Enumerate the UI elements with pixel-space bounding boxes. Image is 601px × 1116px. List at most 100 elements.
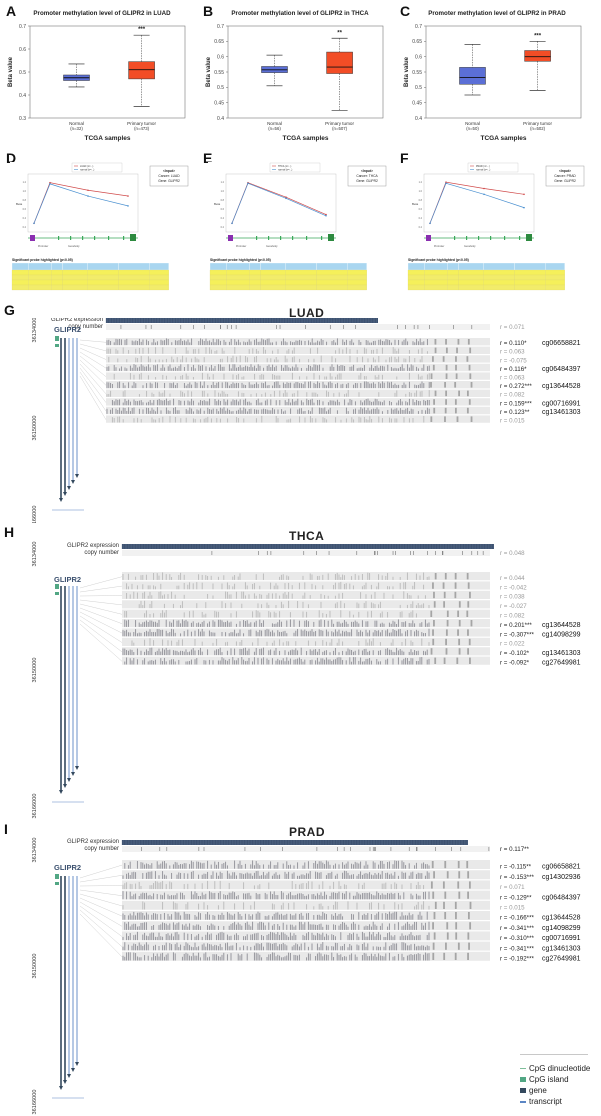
cpg-island-mark	[55, 882, 59, 885]
mini-series-point	[483, 193, 485, 196]
correlation-label: r = 0.123**	[500, 409, 530, 416]
y-tick-label: 0.5	[217, 85, 224, 91]
probe-id-label: cg06484397	[542, 366, 581, 373]
mini-table-cell	[458, 269, 484, 276]
copy-number-label: copy number	[84, 550, 119, 556]
mini-series-line-1	[429, 182, 525, 224]
copy-number-bar	[122, 846, 490, 852]
genomic-coordinate-label: 36150000	[32, 416, 38, 441]
mini-table-cell	[260, 284, 286, 291]
probe-id-label: cg27649981	[542, 660, 581, 667]
methylation-track-luad: 36134000 36150000 36166000 GLIPR2 expressio…	[32, 318, 581, 523]
methylation-sparse-bar	[433, 591, 435, 599]
y-tick-label: 0.4	[217, 116, 224, 122]
methylation-row-bg	[122, 921, 490, 931]
methylation-sparse-bar	[432, 638, 435, 646]
methylation-sparse-bar	[466, 861, 469, 869]
mini-table-cell	[260, 279, 286, 286]
methylation-sparse-bar	[430, 881, 433, 889]
probe-id-label: cg13461303	[542, 409, 581, 416]
methylation-row-bg	[122, 600, 490, 609]
mini-frame	[423, 173, 535, 233]
methylation-sparse-bar	[445, 364, 448, 371]
panel-letter-a: A	[6, 3, 17, 19]
mini-table-cell	[347, 269, 367, 276]
significance-mark: **	[337, 30, 342, 36]
mini-table-cell	[226, 274, 250, 281]
mini-inset-box	[149, 165, 189, 187]
mini-table-cell	[285, 269, 317, 276]
cpg-connector	[79, 623, 123, 662]
correlation-label: r = 0.071	[500, 884, 525, 891]
y-tick-label: 0.55	[214, 70, 224, 76]
methylation-sparse-bar	[466, 407, 469, 414]
mini-table-cell	[209, 279, 227, 286]
methylation-row-bg	[106, 415, 490, 423]
mini-table-cell	[62, 279, 88, 286]
methylation-row-bg	[122, 880, 490, 890]
legend-item-gene: gene	[520, 1086, 547, 1095]
mini-y-tick: 0.2	[23, 226, 27, 229]
mini-table-cell	[424, 284, 448, 291]
methylation-sparse-bar	[446, 922, 449, 930]
correlation-label: r = 0.082	[500, 613, 525, 620]
mini-table-header-cell	[87, 262, 119, 271]
methylation-row-bg	[106, 346, 490, 354]
probe-id-label: cg06658821	[542, 864, 581, 871]
cpg-connector	[79, 585, 123, 593]
panel-letter-b: B	[203, 3, 214, 19]
methylation-sparse-bar	[469, 591, 471, 599]
mini-series-point	[231, 222, 233, 225]
methylation-sparse-bar	[455, 364, 457, 371]
probe-id-label: cg14302936	[542, 874, 581, 881]
methylation-sparse-bar	[445, 638, 447, 646]
cpg-connector	[79, 363, 107, 395]
methylation-sparse-bar	[433, 601, 436, 608]
mini-region-label: Genebody	[266, 245, 278, 248]
legend-label: gene	[529, 1086, 547, 1095]
mini-exon	[94, 236, 96, 240]
mini-table-header-cell	[316, 262, 348, 271]
methylation-sparse-bar	[443, 591, 446, 599]
probe-id-label: cg06658821	[542, 340, 581, 347]
methylation-row-bg	[106, 372, 490, 380]
mini-table-cell	[447, 269, 459, 276]
mini-series-point	[33, 222, 35, 225]
transcript-arrow	[59, 1086, 63, 1090]
cpg-island-mark	[55, 344, 59, 347]
mini-table-cell	[347, 284, 367, 291]
methylation-sparse-bar	[434, 657, 437, 664]
cpg-connector	[79, 371, 107, 412]
mini-table-cell	[316, 279, 348, 286]
mini-exon	[292, 236, 294, 240]
copy-number-bar	[106, 324, 490, 330]
correlation-label: r = -0.166***	[500, 915, 534, 922]
methylation-sparse-bar	[430, 416, 433, 422]
mini-table-cell	[407, 279, 425, 286]
mini-end-box	[328, 234, 334, 241]
methylation-sparse-bar	[442, 356, 445, 362]
cpg-dinucleotide-swatch	[520, 1068, 526, 1070]
correlation-label: r = -0.310***	[500, 935, 534, 942]
correlation-label: r = 0.082	[500, 392, 525, 399]
y-tick-label: 0.7	[415, 24, 422, 30]
methylation-sparse-bar	[432, 582, 434, 589]
methylation-sparse-bar	[458, 601, 461, 608]
x-category-label: Primary tumor	[127, 121, 156, 126]
cpg-connector	[79, 864, 123, 879]
copy-number-r: r = 0.071	[500, 324, 525, 331]
probe-id-label: cg00716991	[542, 400, 581, 407]
methylation-sparse-bar	[455, 356, 457, 362]
methylation-row-bg	[122, 628, 490, 637]
mini-table-header-cell	[11, 262, 29, 271]
methylation-sparse-bar	[432, 922, 434, 930]
mini-table-cell	[87, 274, 119, 281]
mini-table-cell	[28, 284, 52, 291]
cpg-connector	[79, 375, 107, 420]
x-category-n: (n=32)	[70, 126, 83, 131]
probe-id-label: cg27649981	[542, 956, 581, 963]
mini-table-header-cell	[424, 262, 448, 271]
methylation-sparse-bar	[466, 573, 469, 580]
mini-table-header-cell	[407, 262, 425, 271]
methylation-sparse-bar	[458, 648, 461, 655]
